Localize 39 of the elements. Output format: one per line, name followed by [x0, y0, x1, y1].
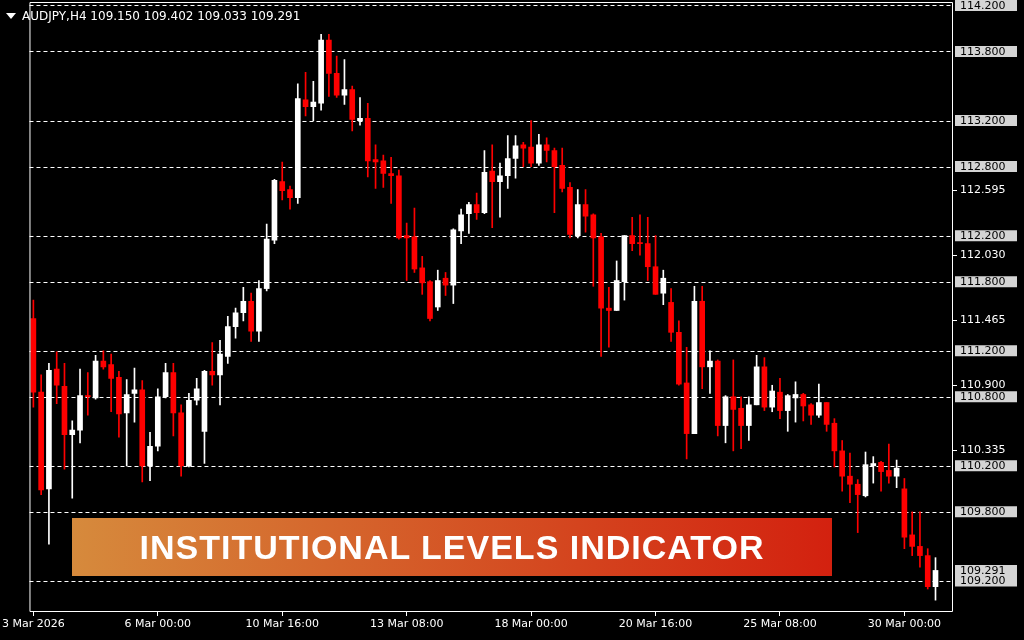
- x-tick-label: 18 Mar 00:00: [494, 617, 568, 631]
- ref-line-label: 113.800: [960, 44, 1006, 58]
- candlestick: [606, 287, 612, 348]
- candlestick: [854, 479, 861, 533]
- ref-line-label: 111.800: [960, 275, 1006, 289]
- x-tick-label: 30 Mar 00:00: [867, 617, 942, 631]
- x-tick-label: 13 Mar 08:00: [369, 617, 444, 631]
- y-tick-label: 110.335: [960, 443, 1006, 457]
- x-tick-label: 25 Mar 08:00: [743, 617, 817, 631]
- candlestick: [917, 511, 923, 568]
- text: INSTITUTIONAL LEVELS INDICATOR: [139, 527, 765, 567]
- ref-line-label: 114.200: [960, 0, 1006, 12]
- ref-line-label: 113.200: [960, 113, 1006, 127]
- ref-line-label: 110.200: [960, 459, 1006, 473]
- candlestick: [209, 342, 216, 386]
- candlestick: [489, 144, 496, 228]
- candlestick: [637, 214, 643, 256]
- ref-line-label: 111.200: [960, 344, 1006, 358]
- x-tick-label: 20 Mar 16:00: [618, 617, 693, 631]
- text: 109.291: [960, 563, 1006, 577]
- x-tick-label: 3 Mar 2026: [1, 617, 65, 631]
- y-tick-label: 110.900: [960, 378, 1006, 392]
- candlestick: [847, 452, 853, 503]
- candlestick: [84, 372, 91, 416]
- candlestick: [388, 157, 394, 204]
- ref-line-label: 109.800: [960, 505, 1006, 519]
- candlestick: [730, 359, 737, 452]
- y-tick-label: 112.595: [960, 183, 1006, 197]
- ref-line-label: 112.200: [960, 229, 1006, 242]
- x-tick-label: 10 Mar 16:00: [245, 617, 319, 631]
- y-tick-label: 111.465: [960, 313, 1006, 327]
- x-tick-label: 6 Mar 00:00: [124, 617, 192, 631]
- ref-line-label: 110.800: [960, 390, 1006, 404]
- ref-line-label: 112.800: [960, 159, 1006, 173]
- ref-line-label: 109.200: [960, 574, 1006, 588]
- text: AUDJPY,H4 109.150 109.402 109.033 109.291: [22, 9, 301, 23]
- candlestick: [886, 443, 892, 484]
- candlestick: [520, 142, 527, 167]
- y-tick-label: 112.030: [960, 248, 1006, 262]
